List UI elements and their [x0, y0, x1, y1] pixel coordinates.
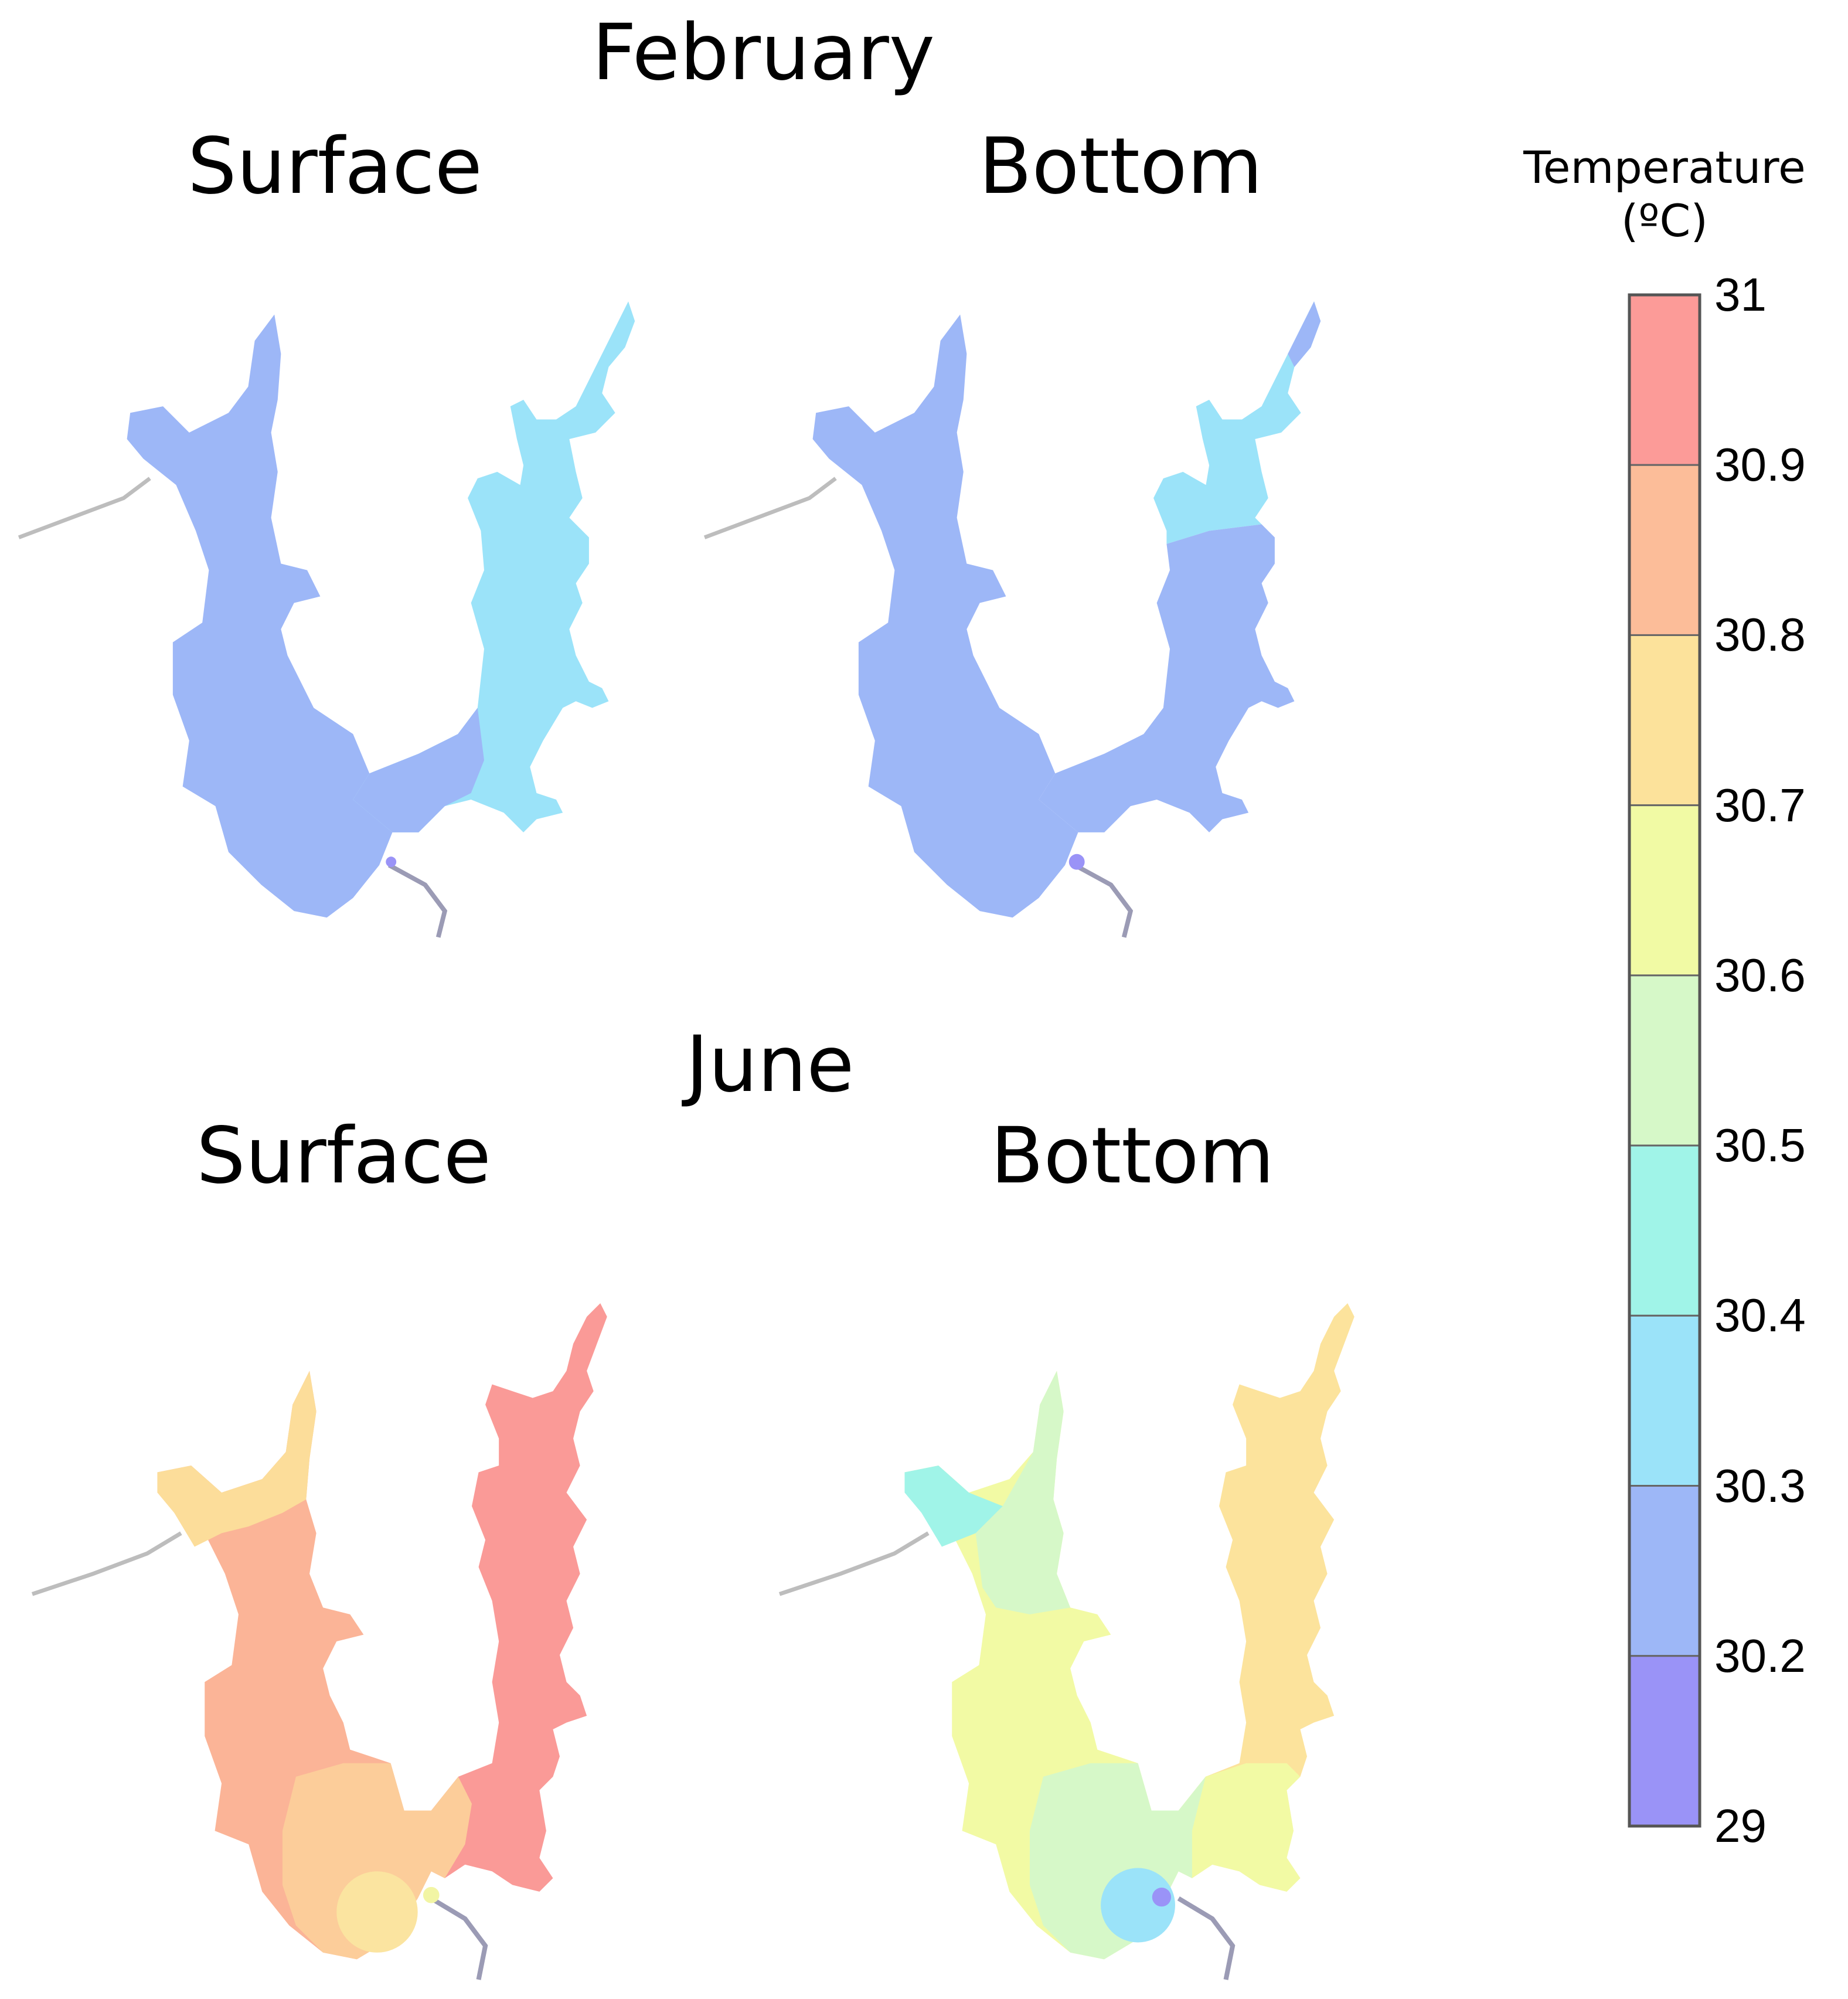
lake-east-arm — [404, 1303, 607, 1892]
colorbar-tick-label: 31 — [1714, 268, 1767, 321]
colorbar-tick-label: 29 — [1714, 1800, 1767, 1852]
colorbar-tick-label: 30.4 — [1714, 1289, 1806, 1342]
river-inlet — [703, 477, 837, 539]
lake-nw-lobe — [157, 1371, 316, 1547]
colorbar-band — [1628, 1485, 1701, 1657]
colorbar-band — [1628, 294, 1701, 466]
panel-title-jun-surface: Surface — [196, 1111, 491, 1201]
river-inlet — [18, 477, 151, 539]
map-jun-surface — [31, 1303, 607, 1980]
title-june: June — [686, 1019, 855, 1110]
cool-plume — [1101, 1868, 1175, 1943]
colorbar-band — [1628, 634, 1701, 807]
panel-title-jun-bottom: Bottom — [991, 1111, 1275, 1201]
colorbar-band — [1628, 1144, 1701, 1317]
river-inlet — [778, 1531, 930, 1596]
colorbar-tick-label: 30.5 — [1714, 1119, 1806, 1172]
lake-east-lower — [1039, 524, 1295, 832]
colorbar-outline — [1628, 293, 1701, 1828]
outlet-marker — [386, 856, 397, 868]
colorbar-band — [1628, 464, 1701, 636]
colorbar — [1628, 293, 1701, 1828]
panel-title-feb-surface: Surface — [188, 121, 482, 212]
legend-title-line1: Temperature — [1523, 141, 1806, 193]
lake-east-upper — [1153, 301, 1321, 544]
lake-south-warm — [282, 1763, 472, 1960]
colorbar-tick-label: 30.7 — [1714, 778, 1806, 831]
river-outlet — [430, 1896, 488, 1980]
map-jun-bottom — [778, 1303, 1354, 1980]
warm-plume — [336, 1871, 418, 1953]
colorbar-band — [1628, 1655, 1701, 1827]
outlet-marker — [1152, 1888, 1172, 1907]
river-inlet — [31, 1531, 182, 1596]
legend-title-line2: (ºC) — [1621, 195, 1709, 247]
colorbar-tick-label: 30.3 — [1714, 1459, 1806, 1512]
panel-title-feb-bottom: Bottom — [979, 121, 1263, 212]
lake-east-arm — [353, 301, 635, 832]
colorbar-band — [1628, 804, 1701, 977]
colorbar-tick-label: 30.2 — [1714, 1629, 1806, 1682]
lake-south-cool — [1029, 1763, 1206, 1960]
colorbar-band — [1628, 1314, 1701, 1487]
outlet-marker — [1068, 854, 1085, 870]
outlet-marker — [423, 1886, 440, 1903]
lake-east-lower — [1178, 1763, 1301, 1892]
colorbar-band — [1628, 974, 1701, 1147]
map-feb-surface — [18, 301, 635, 938]
lake-west-arm — [812, 314, 1078, 918]
colorbar-tick-label: 30.6 — [1714, 948, 1806, 1001]
lake-east-arm — [1151, 1303, 1354, 1892]
lake-nw-lobe — [904, 1466, 1003, 1547]
lake-south-basin — [353, 708, 484, 832]
river-outlet — [1073, 863, 1134, 938]
river-outlet — [1177, 1896, 1236, 1980]
title-february: February — [592, 8, 935, 98]
lake-upper-zone — [975, 1371, 1071, 1614]
river-outlet — [387, 863, 448, 938]
lake-east-tip — [1288, 301, 1321, 367]
colorbar-tick-label: 30.8 — [1714, 608, 1806, 661]
colorbar-tick-label: 30.9 — [1714, 438, 1806, 491]
map-feb-bottom — [703, 301, 1321, 938]
legend-title: Temperature (ºC) — [1500, 141, 1829, 247]
lake-west-arm — [127, 314, 393, 918]
